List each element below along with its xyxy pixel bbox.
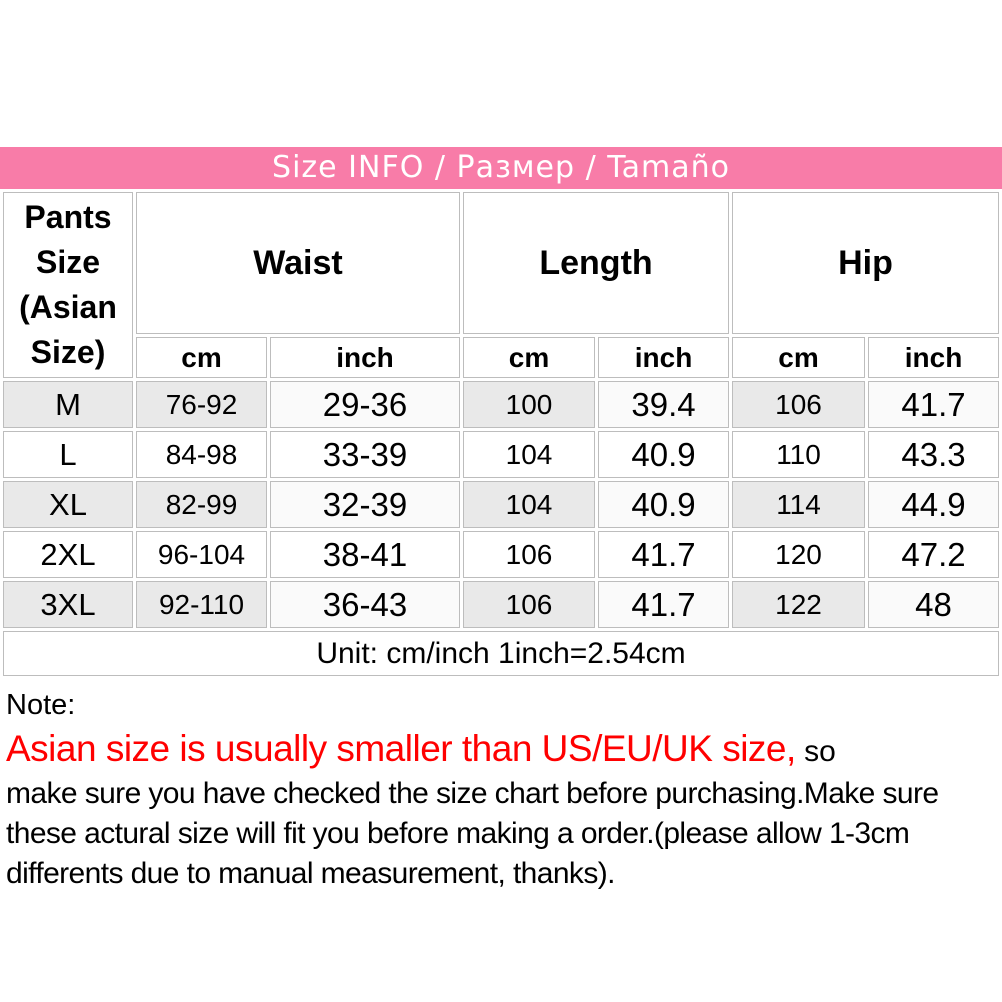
length-cm-cell: 106	[463, 581, 596, 628]
waist-inch-header: inch	[270, 337, 461, 378]
table-row-2xl: 2XL 96-104 38-41 106 41.7 120 47.2	[3, 531, 1000, 578]
hip-inch-cell: 47.2	[868, 531, 1000, 578]
size-cell: 3XL	[3, 581, 133, 628]
unit-note-row: Unit: cm/inch 1inch=2.54cm	[3, 631, 1000, 676]
length-cm-cell: 106	[463, 531, 596, 578]
unit-note: Unit: cm/inch 1inch=2.54cm	[3, 631, 1000, 676]
waist-cm-cell: 96-104	[136, 531, 267, 578]
top-whitespace	[0, 0, 1002, 147]
waist-cm-cell: 76-92	[136, 381, 267, 428]
waist-inch-cell: 32-39	[270, 481, 461, 528]
table-row-m: M 76-92 29-36 100 39.4 106 41.7	[3, 381, 1000, 428]
size-cell: 2XL	[3, 531, 133, 578]
size-cell: M	[3, 381, 133, 428]
hip-cm-cell: 120	[732, 531, 866, 578]
waist-inch-cell: 36-43	[270, 581, 461, 628]
table-row-3xl: 3XL 92-110 36-43 106 41.7 122 48	[3, 581, 1000, 628]
length-inch-cell: 40.9	[598, 481, 730, 528]
hip-inch-cell: 43.3	[868, 431, 1000, 478]
unit-header-row: cm inch cm inch cm inch	[3, 337, 1000, 378]
size-info-banner: Size INFO / Размер / Tamaño	[0, 147, 1002, 189]
length-cm-cell: 104	[463, 431, 596, 478]
length-cm-header: cm	[463, 337, 596, 378]
column-header-length: Length	[463, 192, 730, 334]
note-label: Note:	[6, 689, 76, 721]
corner-header-pants-size: Pants Size (Asian Size)	[3, 192, 133, 378]
hip-inch-cell: 48	[868, 581, 1000, 628]
length-inch-header: inch	[598, 337, 730, 378]
size-chart-table: Pants Size (Asian Size) Waist Length Hip…	[0, 189, 1002, 679]
warning-line: Asian size is usually smaller than US/EU…	[6, 728, 1002, 770]
length-inch-cell: 41.7	[598, 531, 730, 578]
hip-cm-cell: 114	[732, 481, 866, 528]
length-inch-cell: 39.4	[598, 381, 730, 428]
group-header-row: Pants Size (Asian Size) Waist Length Hip	[3, 192, 1000, 378]
waist-inch-cell: 33-39	[270, 431, 461, 478]
length-cm-cell: 104	[463, 481, 596, 528]
length-inch-cell: 40.9	[598, 431, 730, 478]
hip-inch-header: inch	[868, 337, 1000, 378]
waist-cm-cell: 84-98	[136, 431, 267, 478]
hip-cm-cell: 122	[732, 581, 866, 628]
note-section: Note: Asian size is usually smaller than…	[0, 679, 1002, 894]
waist-inch-cell: 38-41	[270, 531, 461, 578]
hip-cm-header: cm	[732, 337, 866, 378]
waist-inch-cell: 29-36	[270, 381, 461, 428]
hip-cm-cell: 110	[732, 431, 866, 478]
banner-title: Size INFO / Размер / Tamaño	[272, 150, 730, 185]
hip-inch-cell: 44.9	[868, 481, 1000, 528]
length-cm-cell: 100	[463, 381, 596, 428]
table-row-l: L 84-98 33-39 104 40.9 110 43.3	[3, 431, 1000, 478]
size-cell: L	[3, 431, 133, 478]
waist-cm-cell: 82-99	[136, 481, 267, 528]
length-inch-cell: 41.7	[598, 581, 730, 628]
column-header-waist: Waist	[136, 192, 461, 334]
warning-red-text: Asian size is usually smaller than US/EU…	[6, 728, 796, 769]
column-header-hip: Hip	[732, 192, 1000, 334]
table-row-xl: XL 82-99 32-39 104 40.9 114 44.9	[3, 481, 1000, 528]
hip-cm-cell: 106	[732, 381, 866, 428]
warning-suffix-text: so	[795, 735, 836, 768]
note-body-text: make sure you have checked the size char…	[6, 777, 939, 890]
waist-cm-header: cm	[136, 337, 267, 378]
hip-inch-cell: 41.7	[868, 381, 1000, 428]
waist-cm-cell: 92-110	[136, 581, 267, 628]
size-cell: XL	[3, 481, 133, 528]
